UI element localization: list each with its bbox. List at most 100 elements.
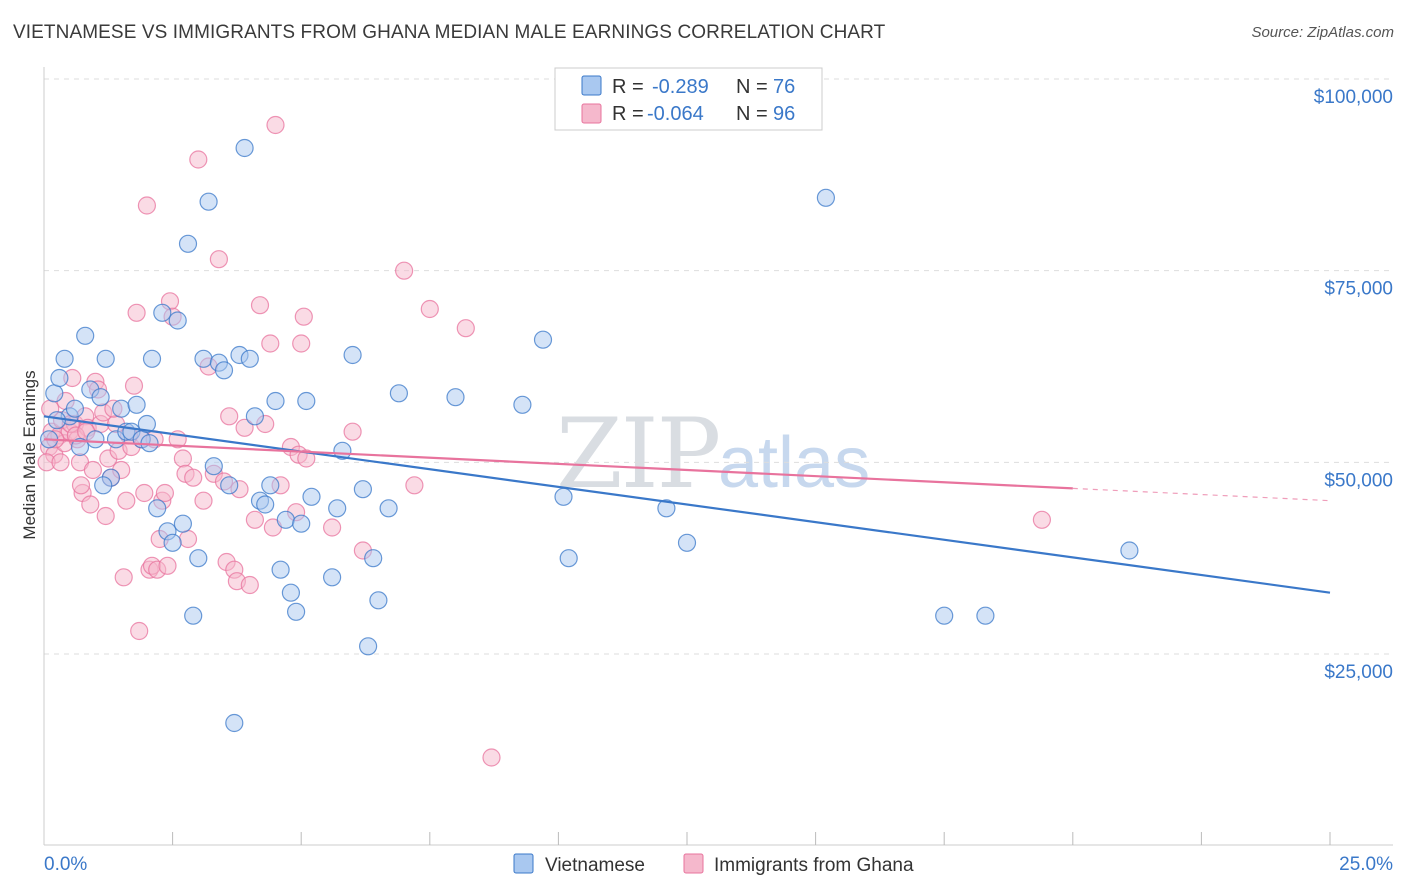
point-vietnamese-56 <box>359 637 378 656</box>
point-vietnamese-23 <box>163 533 182 552</box>
trend-line-dashed-ghana <box>1072 487 1331 502</box>
trend-lines <box>43 415 1331 594</box>
point-vietnamese-48 <box>292 514 311 533</box>
point-vietnamese-9 <box>91 388 110 407</box>
point-ghana-81 <box>456 319 475 338</box>
legend-r-value-vietnamese: -0.289 <box>652 76 709 98</box>
point-vietnamese-67 <box>677 533 697 552</box>
point-ghana-27 <box>117 491 136 510</box>
point-vietnamese-55 <box>353 480 372 499</box>
point-vietnamese-38 <box>240 349 259 368</box>
point-ghana-82 <box>482 748 501 767</box>
point-vietnamese-1 <box>50 368 69 388</box>
point-ghana-91 <box>71 476 91 495</box>
point-vietnamese-34 <box>220 476 239 495</box>
point-ghana-26 <box>114 568 133 587</box>
point-vietnamese-2 <box>55 349 74 368</box>
point-vietnamese-57 <box>364 549 383 568</box>
point-vietnamese-5 <box>70 437 90 457</box>
point-vietnamese-44 <box>271 560 290 579</box>
point-vietnamese-49 <box>297 391 316 411</box>
point-ghana-75 <box>323 518 342 537</box>
legend-r-value-ghana: -0.064 <box>647 103 704 125</box>
point-vietnamese-54 <box>343 345 362 365</box>
point-vietnamese-45 <box>276 510 295 529</box>
source-label: Source: ZipAtlas.com <box>1251 24 1394 41</box>
legend-r-label-vietnamese: R = <box>612 76 644 98</box>
point-vietnamese-73 <box>47 411 67 430</box>
point-vietnamese-46 <box>281 583 300 602</box>
y-tick-label-50000: $50,000 <box>1324 470 1393 491</box>
point-vietnamese-58 <box>369 591 388 610</box>
point-ghana-76 <box>343 422 362 441</box>
point-ghana-95 <box>155 483 174 503</box>
point-ghana-72 <box>292 334 311 353</box>
legend-swatch-vietnamese <box>581 75 602 96</box>
point-vietnamese-64 <box>554 487 573 506</box>
legend-n-value-vietnamese: 76 <box>773 76 795 98</box>
point-ghana-74 <box>297 449 316 468</box>
point-vietnamese-16 <box>127 395 146 414</box>
point-vietnamese-70 <box>976 606 995 625</box>
y-tick-label-75000: $75,000 <box>1324 279 1393 300</box>
point-vietnamese-68 <box>816 188 836 207</box>
point-vietnamese-47 <box>287 602 306 621</box>
point-vietnamese-42 <box>261 476 280 495</box>
point-ghana-49 <box>189 150 208 169</box>
point-ghana-56 <box>220 407 239 426</box>
trend-line-ghana <box>43 438 1073 490</box>
point-vietnamese-41 <box>256 495 275 514</box>
point-vietnamese-13 <box>112 399 131 418</box>
point-vietnamese-37 <box>235 138 254 158</box>
y-tick-label-25000: $25,000 <box>1324 662 1393 683</box>
point-vietnamese-8 <box>86 430 105 449</box>
bottom-legend-label-ghana: Immigrants from Ghana <box>714 855 914 876</box>
point-ghana-50 <box>194 491 213 510</box>
point-ghana-14 <box>81 495 100 514</box>
point-vietnamese-21 <box>153 303 172 322</box>
bottom-legend-swatch-ghana <box>683 853 704 874</box>
point-ghana-48 <box>184 468 203 487</box>
x-ticks <box>172 832 1331 845</box>
point-vietnamese-61 <box>446 388 465 407</box>
series-vietnamese-points <box>39 138 1139 733</box>
point-vietnamese-10 <box>96 349 115 368</box>
point-ghana-20 <box>96 506 115 526</box>
point-vietnamese-27 <box>184 606 203 625</box>
point-vietnamese-0 <box>45 384 64 403</box>
point-vietnamese-71 <box>1120 541 1139 560</box>
point-ghana-73 <box>294 307 313 326</box>
point-vietnamese-20 <box>148 499 167 518</box>
legend-n-label-vietnamese: N = <box>736 76 768 98</box>
point-vietnamese-4 <box>65 399 85 418</box>
point-ghana-67 <box>266 115 285 135</box>
point-ghana-87 <box>51 453 70 472</box>
bottom-legend-swatch-vietnamese <box>513 853 534 874</box>
legend-n-label-ghana: N = <box>736 103 768 125</box>
x-tick-label-min: 0.0% <box>44 854 87 875</box>
point-vietnamese-25 <box>173 514 192 533</box>
watermark-atlas: atlas <box>718 423 870 503</box>
point-ghana-62 <box>245 510 264 529</box>
point-ghana-34 <box>137 196 156 215</box>
point-vietnamese-63 <box>533 330 553 349</box>
point-vietnamese-59 <box>379 499 398 518</box>
point-vietnamese-33 <box>214 361 234 380</box>
series-ghana-points <box>37 115 1052 767</box>
legend-r-label-ghana: R = <box>612 103 644 125</box>
point-ghana-41 <box>158 556 177 575</box>
point-vietnamese-6 <box>76 326 95 345</box>
point-ghana-78 <box>395 261 414 280</box>
point-vietnamese-19 <box>142 349 162 368</box>
watermark-zip: ZIP <box>556 398 719 510</box>
bottom-legend-label-vietnamese: Vietnamese <box>545 855 645 876</box>
point-vietnamese-66 <box>657 499 676 518</box>
point-ghana-61 <box>240 575 259 595</box>
point-vietnamese-28 <box>189 549 208 568</box>
point-vietnamese-74 <box>94 476 113 495</box>
point-vietnamese-62 <box>513 395 532 414</box>
point-ghana-65 <box>261 334 280 353</box>
point-ghana-60 <box>235 418 254 437</box>
point-vietnamese-52 <box>328 499 347 518</box>
